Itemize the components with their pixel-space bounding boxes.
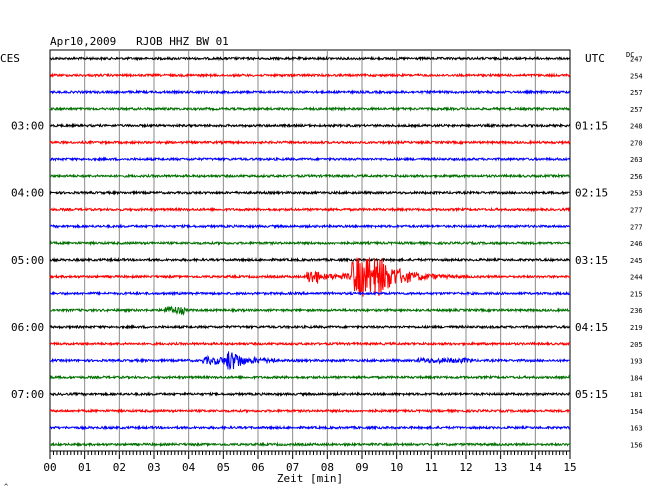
chart-title: Apr10,2009 RJOB HHZ BW 01 [50,35,229,48]
x-tick-label: 06 [251,461,264,474]
right-hour-label: 03:15 [575,254,608,267]
seismic-trace [49,223,571,230]
seismic-trace [49,122,571,129]
seismic-trace [49,139,571,146]
x-tick-label: 10 [390,461,403,474]
dc-offset-label: 248 [630,123,643,131]
x-tick-label: 05 [217,461,230,474]
dc-offset-label: 154 [630,408,643,416]
right-hour-label: 04:15 [575,321,608,334]
dc-offset-label: 215 [630,290,643,298]
dc-label: DC [626,51,634,59]
x-axis-label: Zeit [min] [277,472,343,485]
seismic-trace [49,407,571,414]
dc-offset-label: 247 [630,56,643,64]
seismic-trace [49,105,571,112]
x-tick-label: 09 [355,461,368,474]
x-tick-label: 15 [563,461,576,474]
x-tick-label: 00 [43,461,56,474]
corner-mark: ^ [4,483,8,491]
seismic-trace [49,424,571,431]
dc-offset-label: 236 [630,307,643,315]
trace-lines [49,55,571,448]
seismic-trace [49,391,571,398]
dc-offset-label: 219 [630,324,643,332]
x-tick-label: 14 [529,461,543,474]
dc-offset-label: 205 [630,341,643,349]
right-hour-label: 05:15 [575,388,608,401]
left-hour-label: 06:00 [11,321,44,334]
left-timezone-label: CES [0,52,20,65]
dc-offset-label: 263 [630,156,643,164]
seismic-trace [49,441,571,448]
x-tick-label: 13 [494,461,507,474]
right-hour-label: 02:15 [575,187,608,200]
seismic-trace [49,240,571,247]
left-hour-label: 04:00 [11,187,44,200]
dc-offset-label: 156 [630,441,643,449]
seismic-trace [49,374,571,381]
dc-offset-label: 270 [630,139,643,147]
seismic-trace [49,189,571,196]
dc-offset-label: 256 [630,173,643,181]
seismic-trace [49,257,571,297]
left-hour-label: 05:00 [11,254,44,267]
x-tick-label: 03 [147,461,160,474]
seismic-trace [49,256,571,263]
dc-offset-label: 184 [630,374,643,382]
dc-offset-label: 193 [630,358,643,366]
seismic-trace [49,305,571,316]
dc-offset-label: 163 [630,425,643,433]
seismic-trace [49,72,571,79]
dc-offset-label: 244 [630,274,643,282]
dc-offset-label: 277 [630,223,643,231]
x-tick-label: 07 [286,461,299,474]
seismic-trace [49,206,571,213]
grid [49,49,571,459]
left-hour-label: 03:00 [11,120,44,133]
x-tick-label: 11 [425,461,438,474]
dc-offset-label: 254 [630,72,643,80]
x-tick-label: 08 [321,461,334,474]
seismic-trace [49,324,571,331]
right-timezone-label: UTC [585,52,605,65]
x-tick-label: 01 [78,461,91,474]
x-tick-label: 02 [113,461,126,474]
seismic-trace [49,351,571,371]
axis-labels: 00 01 02 03 04 05 06 07 08 09 10 11 12 13 14 15 03:00 01:… [11,56,643,475]
seismic-trace [49,55,571,62]
seismic-trace [49,173,571,179]
dc-offset-label: 253 [630,190,643,198]
dc-offset-label: 246 [630,240,643,248]
dc-offset-label: 277 [630,207,643,215]
seismic-trace [49,340,571,347]
right-hour-label: 01:15 [575,120,608,133]
seismic-trace [49,156,571,163]
x-tick-label: 04 [182,461,196,474]
dc-offset-label: 257 [630,89,643,97]
seismic-trace [49,89,570,96]
dc-offset-label: 181 [630,391,643,399]
left-hour-label: 07:00 [11,388,44,401]
x-tick-label: 12 [459,461,472,474]
dc-offset-label: 245 [630,257,643,265]
dc-offset-label: 257 [630,106,643,114]
seismic-trace [49,290,571,297]
